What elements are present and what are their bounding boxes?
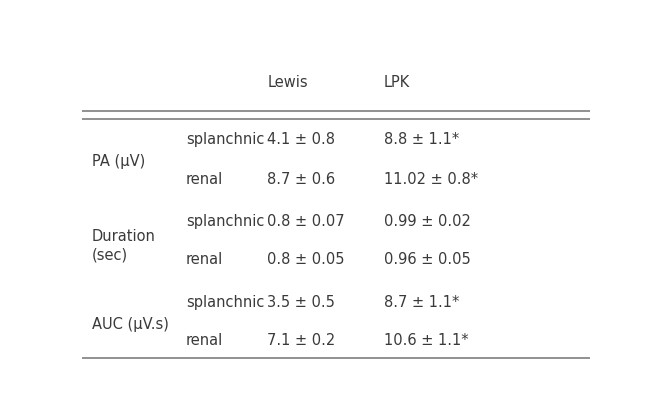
Text: 11.02 ± 0.8*: 11.02 ± 0.8* [384,171,478,187]
Text: 7.1 ± 0.2: 7.1 ± 0.2 [267,333,335,348]
Text: 0.8 ± 0.07: 0.8 ± 0.07 [267,214,345,229]
Text: splanchnic: splanchnic [186,214,265,229]
Text: 4.1 ± 0.8: 4.1 ± 0.8 [267,132,335,147]
Text: 0.96 ± 0.05: 0.96 ± 0.05 [384,252,471,267]
Text: 3.5 ± 0.5: 3.5 ± 0.5 [267,295,335,310]
Text: 0.8 ± 0.05: 0.8 ± 0.05 [267,252,345,267]
Text: splanchnic: splanchnic [186,132,265,147]
Text: 8.7 ± 0.6: 8.7 ± 0.6 [267,171,335,187]
Text: renal: renal [186,333,223,348]
Text: Duration: Duration [92,229,156,244]
Text: 8.7 ± 1.1*: 8.7 ± 1.1* [384,295,459,310]
Text: (sec): (sec) [92,247,128,263]
Text: renal: renal [186,252,223,267]
Text: renal: renal [186,171,223,187]
Text: 8.8 ± 1.1*: 8.8 ± 1.1* [384,132,459,147]
Text: 10.6 ± 1.1*: 10.6 ± 1.1* [384,333,468,348]
Text: splanchnic: splanchnic [186,295,265,310]
Text: Lewis: Lewis [267,75,308,90]
Text: AUC (μV.s): AUC (μV.s) [92,316,169,332]
Text: PA (μV): PA (μV) [92,154,145,169]
Text: 0.99 ± 0.02: 0.99 ± 0.02 [384,214,471,229]
Text: LPK: LPK [384,75,410,90]
